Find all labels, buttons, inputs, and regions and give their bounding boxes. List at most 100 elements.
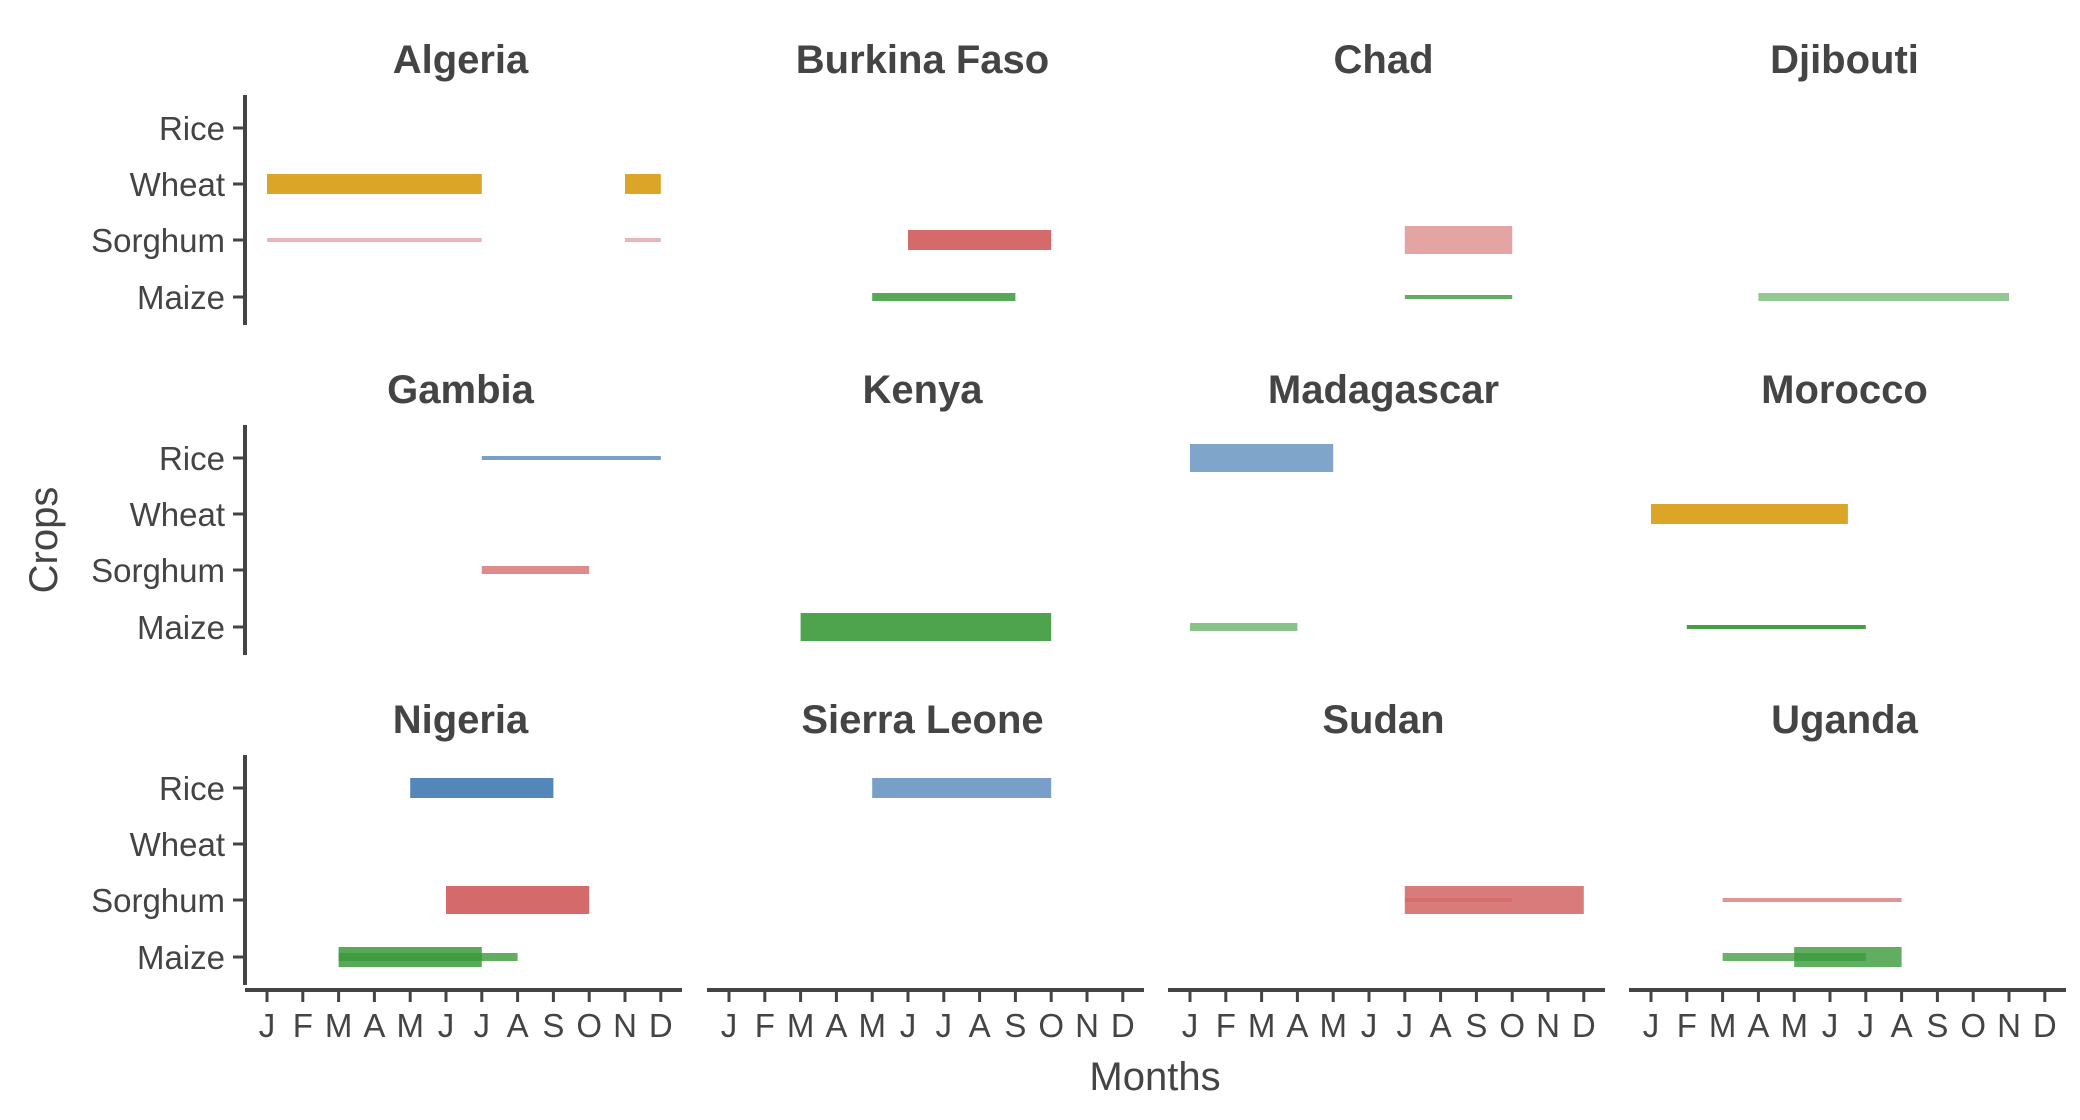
month-label: A bbox=[1891, 1007, 1913, 1044]
bar-sorghum bbox=[908, 230, 1052, 250]
y-axis-title: Crops bbox=[22, 487, 66, 594]
crop-label-maize: Maize bbox=[137, 939, 225, 976]
month-label: F bbox=[1677, 1007, 1697, 1044]
panel-title: Sierra Leone bbox=[801, 698, 1043, 742]
crop-label-sorghum: Sorghum bbox=[91, 222, 225, 259]
bar-sorghum bbox=[625, 238, 661, 242]
month-label: J bbox=[900, 1007, 917, 1044]
panel-title: Burkina Faso bbox=[796, 38, 1049, 82]
month-label: M bbox=[325, 1007, 353, 1044]
panel-gambia: Gambia Rice Wheat Sorghum Maize bbox=[91, 368, 661, 655]
panel-title: Kenya bbox=[862, 368, 983, 412]
bar-rice bbox=[1190, 444, 1334, 472]
panel-burkina-faso: Burkina Faso bbox=[796, 38, 1052, 301]
month-label: J bbox=[438, 1007, 455, 1044]
bar-sorghum bbox=[1722, 898, 1902, 902]
bar-wheat bbox=[1651, 504, 1848, 524]
month-label: S bbox=[1004, 1007, 1026, 1044]
bar-rice bbox=[872, 778, 1052, 798]
chart-panels: Algeria Rice Wheat Sorghum Maize Burkina Faso… bbox=[91, 38, 2066, 1044]
panel-title: Morocco bbox=[1761, 368, 1928, 412]
month-label: S bbox=[1465, 1007, 1487, 1044]
month-label: O bbox=[1499, 1007, 1525, 1044]
bar-maize bbox=[1404, 295, 1513, 299]
month-label: O bbox=[576, 1007, 602, 1044]
crop-label-rice: Rice bbox=[159, 770, 225, 807]
crop-label-maize: Maize bbox=[137, 609, 225, 646]
month-label: F bbox=[755, 1007, 775, 1044]
bar-maize bbox=[1794, 947, 1902, 967]
month-label: J bbox=[259, 1007, 276, 1044]
month-label: M bbox=[396, 1007, 424, 1044]
bar-maize bbox=[1686, 625, 1866, 629]
month-label: J bbox=[1361, 1007, 1378, 1044]
month-label: D bbox=[649, 1007, 673, 1044]
month-label: M bbox=[1780, 1007, 1808, 1044]
month-label: N bbox=[1075, 1007, 1099, 1044]
bar-maize bbox=[1758, 293, 2009, 301]
month-label: J bbox=[1182, 1007, 1199, 1044]
panel-title: Chad bbox=[1334, 38, 1434, 82]
month-label: J bbox=[1822, 1007, 1839, 1044]
bar-wheat bbox=[625, 174, 661, 194]
month-label: S bbox=[542, 1007, 564, 1044]
panel-djibouti: Djibouti bbox=[1758, 38, 2009, 301]
panel-title: Djibouti bbox=[1770, 38, 1919, 82]
month-label: A bbox=[363, 1007, 385, 1044]
crop-label-maize: Maize bbox=[137, 279, 225, 316]
crop-label-wheat: Wheat bbox=[130, 826, 225, 863]
month-label: D bbox=[2033, 1007, 2057, 1044]
month-label: N bbox=[1536, 1007, 1560, 1044]
month-label: J bbox=[1643, 1007, 1660, 1044]
month-label: M bbox=[787, 1007, 815, 1044]
month-label: M bbox=[1709, 1007, 1737, 1044]
month-label: A bbox=[507, 1007, 529, 1044]
x-axis-title: Months bbox=[1089, 1055, 1220, 1099]
panel-kenya: Kenya bbox=[800, 368, 1052, 641]
panel-morocco: Morocco bbox=[1651, 368, 1928, 629]
month-label: O bbox=[1038, 1007, 1064, 1044]
bar-sorghum bbox=[446, 886, 590, 914]
panel-title: Gambia bbox=[387, 368, 534, 412]
crop-label-rice: Rice bbox=[159, 110, 225, 147]
month-label: N bbox=[613, 1007, 637, 1044]
month-label: N bbox=[1997, 1007, 2021, 1044]
crop-label-sorghum: Sorghum bbox=[91, 882, 225, 919]
panel-algeria: Algeria Rice Wheat Sorghum Maize bbox=[91, 38, 661, 325]
month-label: A bbox=[1747, 1007, 1769, 1044]
month-label: J bbox=[474, 1007, 491, 1044]
bar-sorghum bbox=[267, 238, 482, 242]
month-label: F bbox=[293, 1007, 313, 1044]
month-label: J bbox=[936, 1007, 953, 1044]
month-label: A bbox=[825, 1007, 847, 1044]
panel-chad: Chad bbox=[1334, 38, 1513, 299]
month-label: A bbox=[969, 1007, 991, 1044]
crop-label-rice: Rice bbox=[159, 440, 225, 477]
bar-maize bbox=[338, 947, 482, 967]
bar-maize bbox=[800, 613, 1052, 641]
month-label: J bbox=[721, 1007, 738, 1044]
bar-rice bbox=[410, 778, 554, 798]
month-label: A bbox=[1286, 1007, 1308, 1044]
panel-title: Nigeria bbox=[393, 698, 529, 742]
panel-title: Algeria bbox=[393, 38, 529, 82]
month-label: M bbox=[858, 1007, 886, 1044]
bar-maize bbox=[1190, 623, 1298, 631]
month-label: O bbox=[1960, 1007, 1986, 1044]
month-label: S bbox=[1926, 1007, 1948, 1044]
bar-wheat bbox=[267, 174, 482, 194]
month-label: J bbox=[1397, 1007, 1414, 1044]
panel-madagascar: Madagascar bbox=[1190, 368, 1499, 631]
month-label: D bbox=[1572, 1007, 1596, 1044]
crop-label-wheat: Wheat bbox=[130, 166, 225, 203]
bar-maize bbox=[872, 293, 1016, 301]
bar-sorghum bbox=[481, 566, 590, 574]
month-label: D bbox=[1111, 1007, 1135, 1044]
month-label: M bbox=[1319, 1007, 1347, 1044]
month-label: J bbox=[1858, 1007, 1875, 1044]
bar-rice bbox=[481, 456, 661, 460]
